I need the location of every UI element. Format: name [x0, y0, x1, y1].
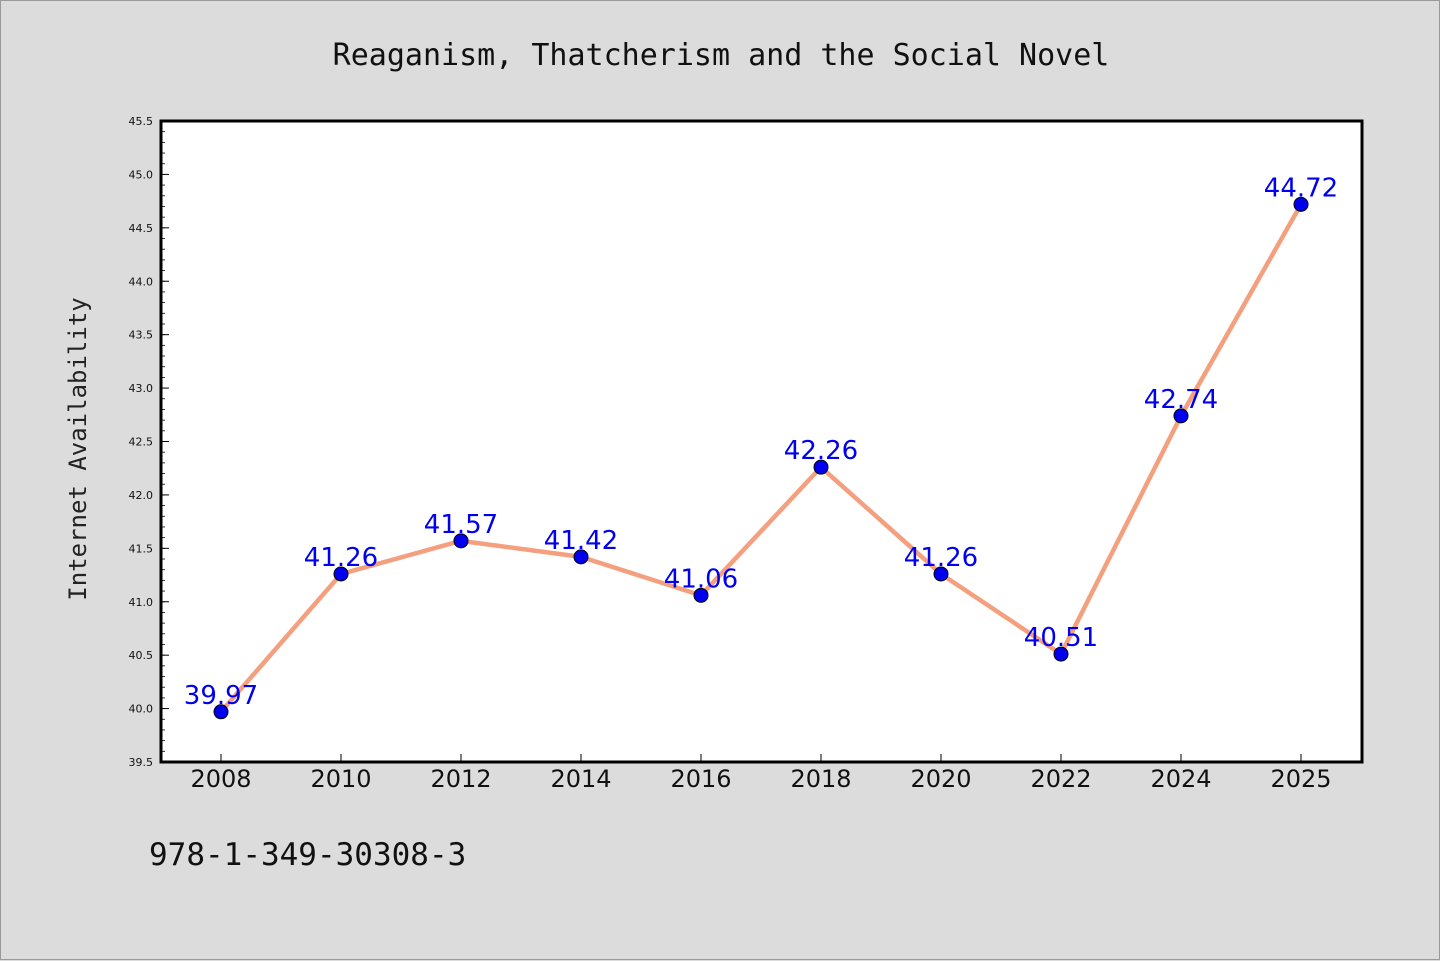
y-tick-label: 43.0	[129, 382, 154, 395]
data-label: 41.06	[664, 564, 738, 594]
data-point	[813, 459, 829, 475]
y-tick-label: 44.5	[129, 222, 154, 235]
x-tick-label: 2008	[190, 765, 251, 793]
data-label: 39.97	[184, 681, 258, 711]
data-label: 42.26	[784, 436, 858, 466]
data-point	[453, 533, 469, 549]
data-label: 44.72	[1264, 173, 1338, 203]
x-axis-ticks: 2008 2010 2012 2014 2016 2018 2020 2022 2024 2025	[190, 754, 1332, 793]
y-axis-ticks: 39.5 40.0 40.5 41.0 41.5 42.0 42.5 43.0 43.5 44.0…	[129, 115, 169, 769]
data-point	[573, 549, 589, 565]
data-label: 40.51	[1024, 623, 1098, 653]
y-tick-label: 42.0	[129, 489, 154, 502]
y-tick-label: 39.5	[129, 756, 154, 769]
y-axis-label: Internet Availability	[64, 297, 92, 600]
data-label: 41.57	[424, 510, 498, 540]
y-tick-label: 40.5	[129, 649, 154, 662]
data-label: 42.74	[1144, 385, 1218, 415]
x-tick-label: 2025	[1270, 765, 1331, 793]
x-tick-label: 2018	[790, 765, 851, 793]
data-point	[213, 704, 229, 720]
x-tick-label: 2020	[910, 765, 971, 793]
data-point	[693, 587, 709, 603]
x-tick-label: 2022	[1030, 765, 1091, 793]
y-tick-label: 45.0	[129, 168, 154, 181]
series-layer: 39.97 41.26 41.57 41.42 41.06 42.26 41.26 40.51…	[184, 173, 1338, 720]
y-tick-label: 43.5	[129, 329, 154, 342]
data-label: 41.42	[544, 526, 618, 556]
y-tick-label: 42.5	[129, 436, 154, 449]
y-tick-label: 45.5	[129, 115, 154, 128]
x-tick-label: 2012	[430, 765, 491, 793]
x-tick-label: 2016	[670, 765, 731, 793]
data-label: 41.26	[304, 543, 378, 573]
data-point	[1293, 196, 1309, 212]
y-tick-label: 40.0	[129, 703, 154, 716]
series-line	[219, 203, 1303, 714]
isbn-text: 978-1-349-30308-3	[149, 837, 466, 873]
data-point	[1053, 646, 1069, 662]
chart-title: Reaganism, Thatcherism and the Social No…	[333, 38, 1110, 73]
x-tick-label: 2010	[310, 765, 371, 793]
y-tick-label: 44.0	[129, 275, 154, 288]
data-point	[933, 566, 949, 582]
data-point	[333, 566, 349, 582]
plot-area	[159, 119, 1364, 764]
y-tick-label: 41.0	[129, 596, 154, 609]
y-tick-label: 41.5	[129, 542, 154, 555]
data-point	[1173, 408, 1189, 424]
x-tick-label: 2024	[1150, 765, 1211, 793]
x-tick-label: 2014	[550, 765, 611, 793]
data-label: 41.26	[904, 543, 978, 573]
